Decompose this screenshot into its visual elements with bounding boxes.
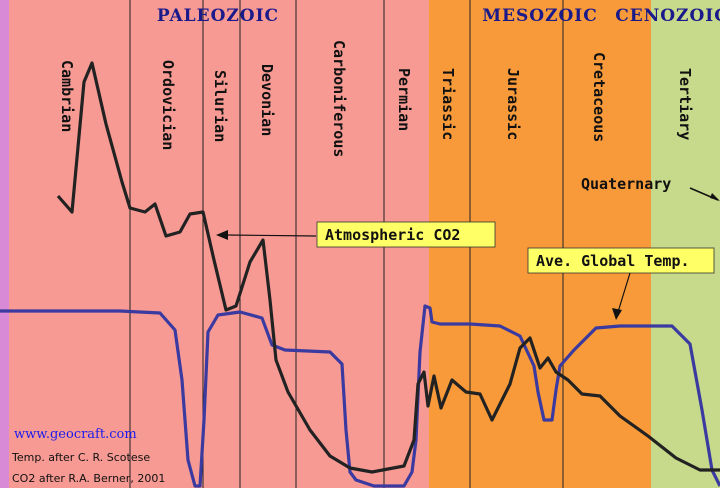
cenozoic-band	[651, 0, 720, 488]
period-label-cretaceous: Cretaceous	[590, 52, 608, 142]
era-label-paleozoic: PALEOZOIC	[157, 6, 279, 26]
era-label-cenozoic: CENOZOIC	[615, 6, 720, 26]
quaternary-label: Quaternary	[581, 175, 671, 193]
credit-co2: CO2 after R.A. Berner, 2001	[12, 472, 165, 485]
period-label-silurian: Silurian	[211, 70, 229, 142]
co2-label-text: Atmospheric CO2	[325, 226, 460, 244]
period-label-permian: Permian	[395, 68, 413, 131]
period-label-jurassic: Jurassic	[504, 68, 522, 140]
site-credit: www.geocraft.com	[14, 427, 137, 442]
credit-temperature: Temp. after C. R. Scotese	[11, 451, 150, 464]
quaternary-arrowhead	[710, 193, 720, 201]
co2-label-box	[316, 221, 496, 248]
series-line-co2	[56, 61, 720, 474]
co2-label-arrowhead	[216, 230, 228, 240]
period-label-carboniferous: Carboniferous	[330, 40, 348, 157]
temp-label-text: Ave. Global Temp.	[536, 252, 690, 270]
precambrian-band	[0, 0, 9, 488]
period-label-triassic: Triassic	[439, 68, 457, 140]
period-label-ordovician: Ordovician	[159, 60, 177, 150]
co2-label-pointer	[225, 234, 317, 237]
series-line-temperature	[0, 304, 720, 488]
temp-label-arrowhead	[612, 308, 622, 320]
era-label-mesozoic: MESOZOIC	[482, 6, 598, 26]
temp-label-box	[527, 247, 715, 274]
period-label-devonian: Devonian	[258, 64, 276, 136]
period-label-tertiary: Tertiary	[676, 68, 694, 140]
period-label-cambrian: Cambrian	[58, 60, 76, 132]
temp-label-pointer	[617, 272, 631, 313]
